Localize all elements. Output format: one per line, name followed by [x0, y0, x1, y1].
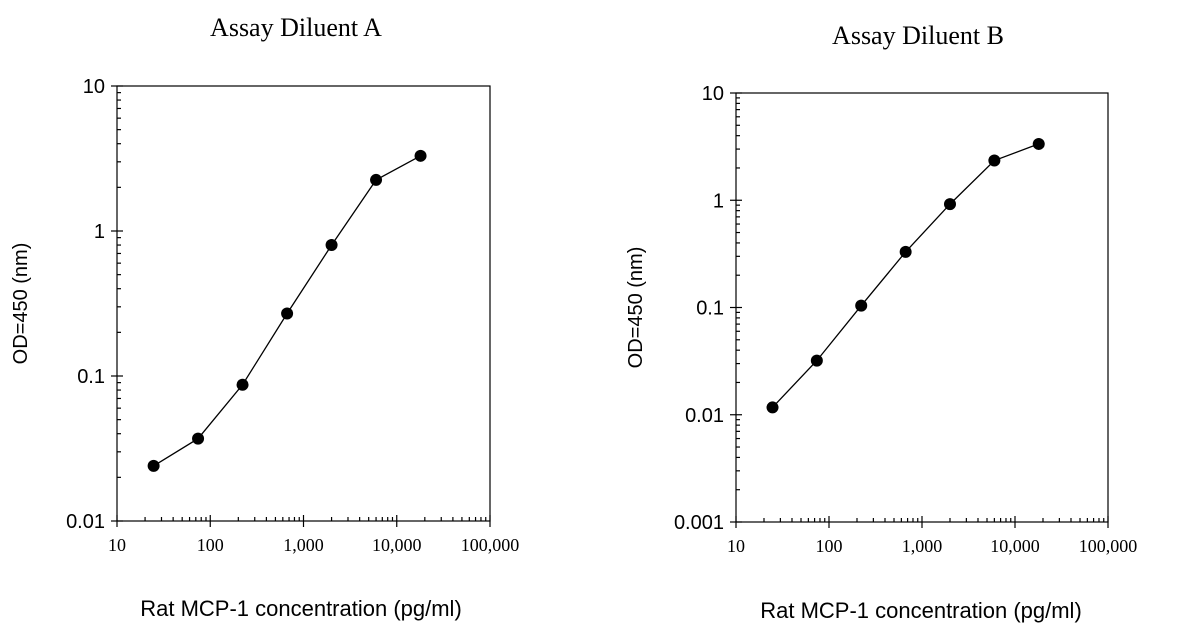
chart-title: Assay Diluent B [832, 21, 1004, 50]
x-tick-label: 10 [108, 535, 126, 555]
y-tick-label: 0.001 [674, 512, 724, 534]
x-tick-label: 10,000 [372, 535, 422, 555]
data-point [1032, 137, 1045, 150]
data-point [899, 245, 912, 258]
y-tick-label: 0.1 [696, 298, 724, 320]
chart-assay-diluent-a: Assay Diluent A 0.01 0.1 1 10 10 100 1,000 10,00… [10, 13, 519, 621]
data-point [943, 198, 956, 211]
data-point [988, 154, 1001, 167]
data-point [810, 354, 823, 367]
x-tick-label: 1,000 [902, 536, 943, 556]
data-point [192, 432, 205, 445]
data-point [147, 459, 160, 472]
chart-title: Assay Diluent A [210, 13, 382, 42]
series-line [772, 143, 1039, 408]
x-tick-label: 10,000 [990, 536, 1040, 556]
data-point [325, 239, 338, 252]
data-point [236, 378, 249, 391]
x-axis-label: Rat MCP-1 concentration (pg/ml) [760, 598, 1082, 623]
plot-frame [116, 85, 491, 522]
chart-assay-diluent-b: Assay Diluent B 0.001 0.01 0.1 1 10 10 100 1,000… [625, 21, 1137, 623]
data-point [766, 401, 779, 414]
y-axis-label: OD=450 (nm) [625, 247, 647, 369]
plot-frame [735, 92, 1109, 523]
y-axis-label: OD=450 (nm) [10, 243, 32, 365]
data-point [370, 173, 383, 186]
x-axis-label: Rat MCP-1 concentration (pg/ml) [140, 596, 462, 621]
data-point [414, 149, 427, 162]
y-tick-label: 10 [83, 76, 105, 98]
x-tick-label: 100 [816, 536, 843, 556]
x-tick-label: 10 [727, 536, 745, 556]
y-tick-label: 0.01 [66, 511, 105, 533]
y-tick-label: 0.1 [77, 366, 105, 388]
x-tick-label: 100,000 [461, 535, 520, 555]
y-tick-label: 10 [702, 83, 724, 105]
x-tick-label: 100,000 [1079, 536, 1138, 556]
y-tick-label: 0.01 [685, 405, 724, 427]
y-tick-label: 1 [713, 190, 724, 212]
data-point [855, 299, 868, 312]
data-point [281, 307, 294, 320]
y-tick-label: 1 [94, 221, 105, 243]
x-tick-label: 100 [197, 535, 224, 555]
x-tick-label: 1,000 [283, 535, 324, 555]
